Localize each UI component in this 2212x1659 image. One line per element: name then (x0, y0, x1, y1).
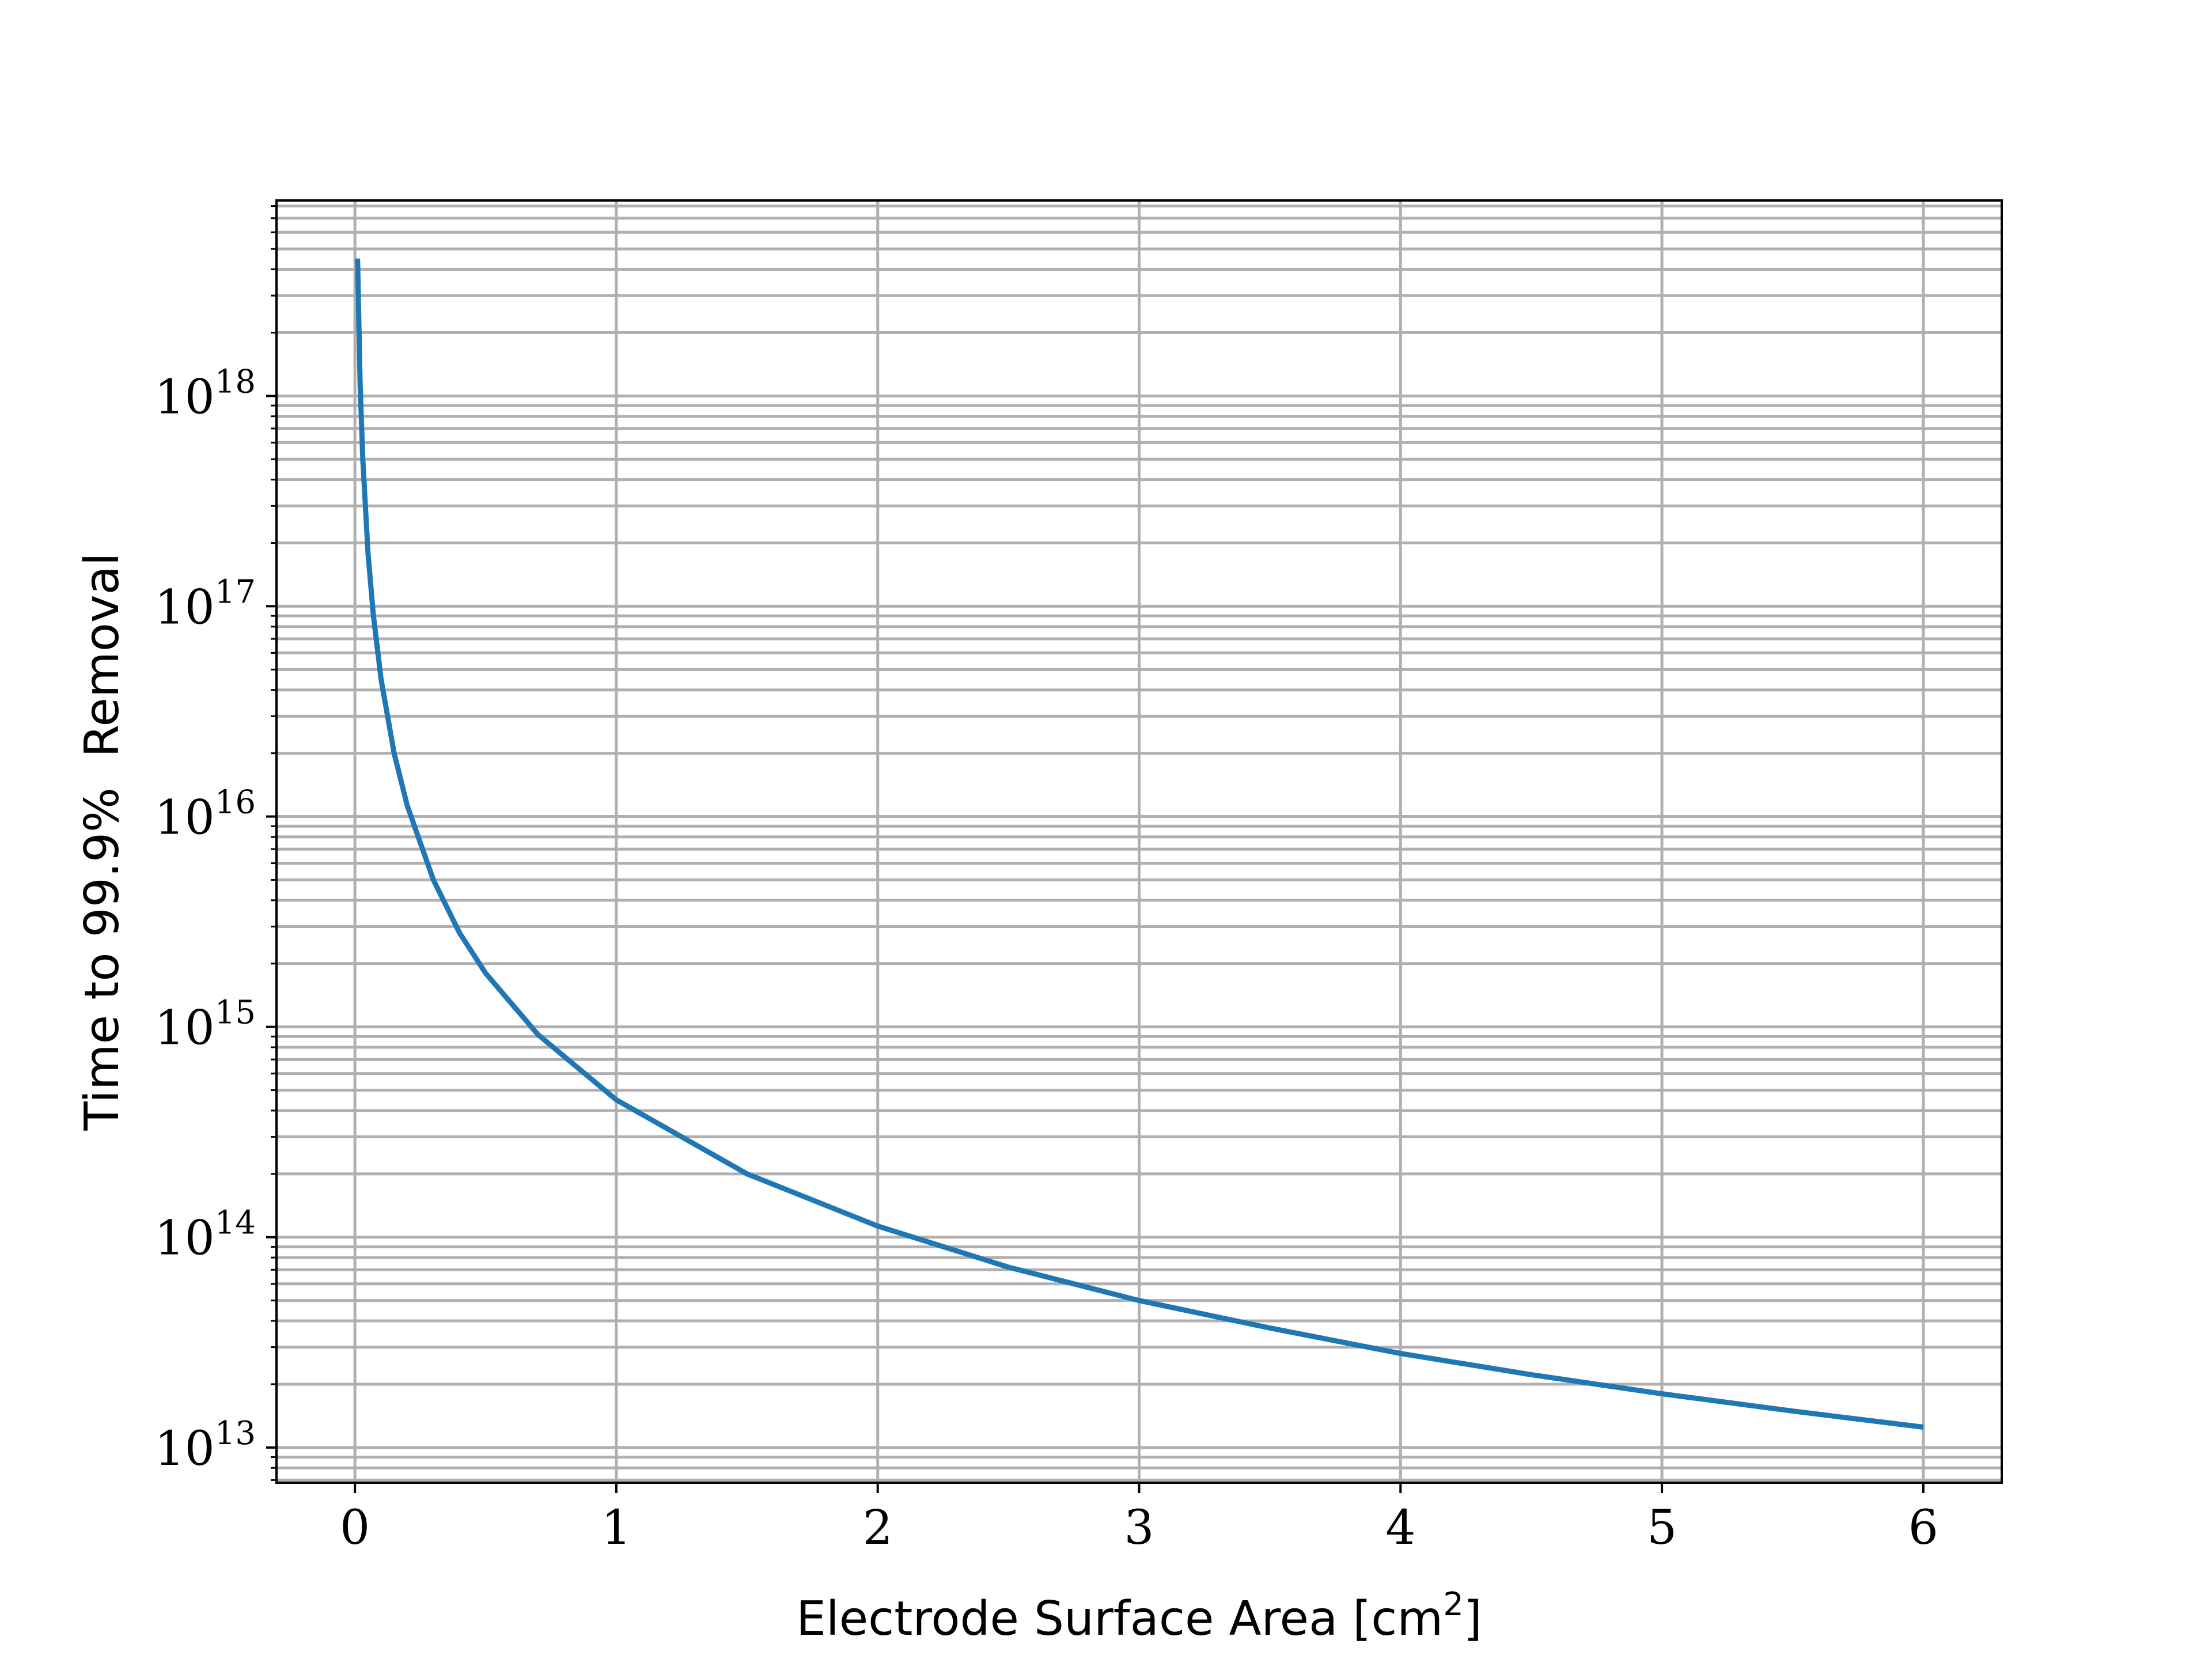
plot-frame (275, 199, 2003, 1484)
y-tick-label-1: 1014 (154, 1205, 256, 1266)
x-tick-label-5: 5 (1647, 1501, 1677, 1555)
y-tick-label-2: 1015 (154, 994, 256, 1056)
y-axis-label: Time to 99.9% Removal (75, 552, 130, 1131)
series-line-0 (355, 258, 1924, 1430)
y-tick-label-exponent: 17 (215, 573, 256, 611)
y-tick-label-base: 10 (154, 1211, 214, 1266)
x-tick-label-4: 4 (1385, 1501, 1415, 1555)
y-tick-label-base: 10 (154, 1001, 214, 1056)
y-tick-label-base: 10 (154, 791, 214, 846)
y-tick-label-exponent: 13 (215, 1415, 256, 1452)
y-tick-label-base: 10 (154, 1422, 214, 1476)
x-tick-label-1: 1 (601, 1501, 631, 1555)
y-tick-label-base: 10 (154, 370, 214, 425)
y-tick-label-exponent: 18 (215, 363, 256, 400)
y-tick-label-3: 1016 (154, 784, 256, 846)
y-tick-label-exponent: 14 (215, 1205, 256, 1242)
y-tick-label-base: 10 (154, 580, 214, 635)
series-layer (355, 258, 1924, 1430)
x-axis-label-text: Electrode Surface Area [cm (796, 1592, 1443, 1646)
y-tick-label-exponent: 15 (215, 994, 256, 1032)
x-tick-label-3: 3 (1124, 1501, 1154, 1555)
x-axis-label: Electrode Surface Area [cm2] (796, 1586, 1482, 1646)
y-tick-label-5: 1018 (154, 363, 256, 425)
x-tick-label-2: 2 (863, 1501, 893, 1555)
x-axis-label-superscript: 2 (1443, 1586, 1464, 1623)
x-axis-label-end: ] (1464, 1592, 1482, 1646)
x-tick-label-0: 0 (340, 1501, 370, 1555)
y-tick-label-exponent: 16 (215, 784, 256, 821)
y-tick-label-0: 1013 (154, 1415, 256, 1476)
y-tick-label-4: 1017 (154, 573, 256, 635)
x-tick-label-6: 6 (1908, 1501, 1938, 1555)
grid (276, 200, 2002, 1483)
